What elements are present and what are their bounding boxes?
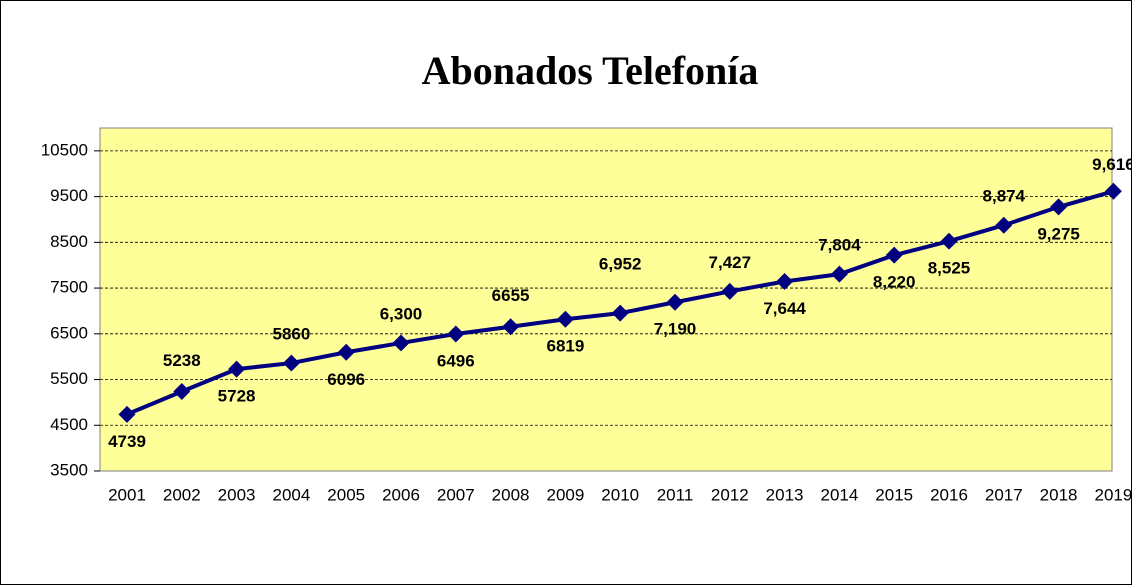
- y-tick-label: 6500: [50, 323, 88, 342]
- marker: [666, 293, 684, 311]
- x-tick-label: 2017: [985, 485, 1023, 504]
- x-tick-label: 2002: [163, 485, 201, 504]
- y-tick-label: 8500: [50, 232, 88, 251]
- marker: [556, 310, 574, 328]
- marker: [228, 360, 246, 378]
- marker: [173, 383, 191, 401]
- marker: [940, 232, 958, 250]
- data-label: 9,616: [1092, 155, 1132, 174]
- data-label: 7,804: [818, 236, 861, 255]
- x-tick-label: 2019: [1094, 485, 1132, 504]
- data-label: 8,874: [983, 187, 1026, 206]
- y-tick-label: 5500: [50, 369, 88, 388]
- marker: [995, 216, 1013, 234]
- x-tick-label: 2013: [766, 485, 804, 504]
- x-tick-label: 2005: [327, 485, 365, 504]
- x-tick-label: 2004: [272, 485, 310, 504]
- x-tick-label: 2015: [875, 485, 913, 504]
- data-label: 7,644: [763, 299, 806, 318]
- chart-title: Abonados Telefonía: [422, 48, 759, 93]
- x-tick-label: 2018: [1040, 485, 1078, 504]
- data-label: 5238: [163, 351, 201, 370]
- data-label: 7,427: [709, 253, 752, 272]
- y-tick-label: 10500: [41, 140, 88, 159]
- marker: [721, 282, 739, 300]
- marker: [447, 325, 465, 343]
- x-tick-label: 2011: [657, 485, 694, 504]
- data-label: 4739: [108, 432, 146, 451]
- x-tick-label: 2008: [492, 485, 530, 504]
- data-label: 6655: [492, 286, 530, 305]
- y-tick-label: 4500: [50, 415, 88, 434]
- data-label: 7,190: [654, 320, 697, 339]
- x-tick-label: 2014: [820, 485, 858, 504]
- y-tick-label: 7500: [50, 278, 88, 297]
- x-tick-label: 2012: [711, 485, 749, 504]
- data-label: 5728: [218, 387, 256, 406]
- marker: [885, 246, 903, 264]
- data-label: 6,952: [599, 255, 642, 274]
- marker: [282, 354, 300, 372]
- data-label: 5860: [272, 325, 310, 344]
- data-label: 6,300: [380, 304, 423, 323]
- x-tick-label: 2007: [437, 485, 475, 504]
- y-tick-label: 3500: [50, 460, 88, 479]
- plot-area: [99, 127, 1113, 472]
- marker: [118, 405, 136, 423]
- marker: [776, 272, 794, 290]
- data-label: 6496: [437, 351, 475, 370]
- x-tick-label: 2006: [382, 485, 420, 504]
- x-tick-label: 2016: [930, 485, 968, 504]
- x-tick-label: 2010: [601, 485, 639, 504]
- data-label: 6096: [327, 370, 365, 389]
- data-label: 8,220: [873, 273, 916, 292]
- y-tick-label: 9500: [50, 186, 88, 205]
- marker: [392, 334, 410, 352]
- data-label: 6819: [546, 337, 584, 356]
- data-label: 9,275: [1037, 224, 1080, 243]
- x-tick-label: 2001: [108, 485, 146, 504]
- marker: [611, 304, 629, 322]
- x-tick-label: 2009: [546, 485, 584, 504]
- data-label: 8,525: [928, 259, 971, 278]
- marker: [830, 265, 848, 283]
- marker: [337, 343, 355, 361]
- x-tick-label: 2003: [218, 485, 256, 504]
